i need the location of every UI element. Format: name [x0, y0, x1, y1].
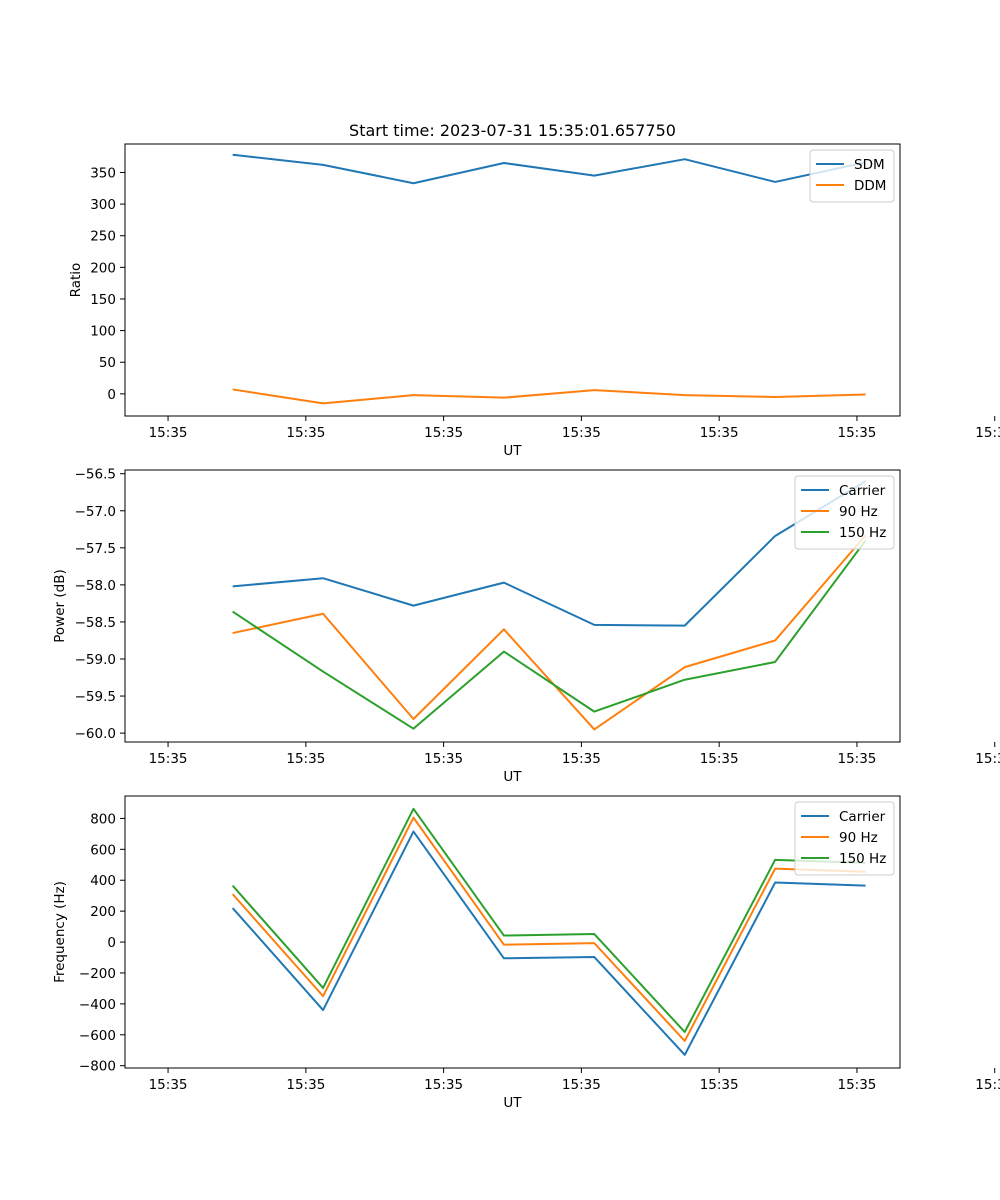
power-legend-label: Carrier — [839, 483, 886, 499]
power-x-tick-label: 15:35 — [837, 751, 876, 767]
ratio-x-tick-label: 15:35 — [286, 425, 325, 441]
ratio-chart: 15:35 15:35 15:35 15:35 15:35 15:35 15:36 0 50 10… — [68, 121, 1000, 459]
power-x-tick-label: 15:35 — [149, 751, 188, 767]
ratio-x-tick-label: 15:35 — [700, 425, 739, 441]
power-x-tick-label: 15:36 — [975, 751, 1000, 767]
ratio-y-tick-label: 300 — [90, 197, 116, 213]
ratio-x-tick-label: 15:36 — [975, 425, 1000, 441]
power-y-tick-label: −58.5 — [75, 615, 116, 631]
frequency-chart: 15:35 15:35 15:35 15:35 15:35 15:35 15:36 −800 −… — [52, 795, 1000, 1111]
frequency-x-axis-label: UT — [503, 1095, 522, 1111]
ratio-series-0-line — [232, 153, 866, 185]
power-legend-label: 90 Hz — [839, 504, 878, 520]
frequency-series-2-line — [231, 807, 866, 1033]
ratio-x-tick-label: 15:35 — [837, 425, 876, 441]
power-legend-label: 150 Hz — [839, 525, 886, 541]
frequency-series-1-line — [231, 816, 866, 1042]
power-y-tick-label: −59.5 — [75, 689, 116, 705]
frequency-series-0-line — [231, 830, 866, 1056]
power-series-1-line — [232, 534, 867, 731]
frequency-y-tick-label: 0 — [107, 935, 116, 951]
power-legend-box — [794, 475, 895, 550]
ratio-x-axis-label: UT — [503, 443, 522, 459]
frequency-x-tick-label: 15:35 — [562, 1077, 601, 1093]
ratio-x-tick-label: 15:35 — [149, 425, 188, 441]
power-series-2-line — [232, 539, 867, 730]
power-x-tick-label: 15:35 — [562, 751, 601, 767]
ratio-x-tick-label: 15:35 — [424, 425, 463, 441]
ratio-y-tick-label: 350 — [90, 165, 116, 181]
power-chart: 15:35 15:35 15:35 15:35 15:35 15:35 15:36 −60.0… — [52, 467, 1000, 785]
power-x-tick-label: 15:35 — [286, 751, 325, 767]
frequency-y-tick-label: −600 — [79, 1028, 116, 1044]
ratio-legend-label: DDM — [854, 178, 886, 194]
frequency-y-tick-label: −800 — [79, 1059, 116, 1075]
frequency-x-tick-label: 15:35 — [149, 1077, 188, 1093]
power-axes-frame — [124, 469, 901, 743]
ratio-legend-label: SDM — [854, 157, 885, 173]
power-y-tick-label: −58.0 — [75, 578, 116, 594]
frequency-legend-box — [794, 801, 895, 876]
frequency-legend-label: Carrier — [839, 809, 886, 825]
power-legend: Carrier 90 Hz 150 Hz — [794, 475, 895, 550]
power-x-tick-label: 15:35 — [700, 751, 739, 767]
frequency-y-tick-label: 800 — [90, 811, 116, 827]
ratio-chart-title: Start time: 2023-07-31 15:35:01.657750 — [349, 121, 676, 140]
frequency-x-tick-label: 15:36 — [975, 1077, 1000, 1093]
ratio-axes-frame — [124, 143, 901, 417]
frequency-y-tick-label: −400 — [79, 997, 116, 1013]
power-y-tick-label: −60.0 — [75, 726, 116, 742]
ratio-y-axis-label: Ratio — [68, 263, 84, 298]
frequency-legend-label: 150 Hz — [839, 851, 886, 867]
frequency-y-axis-label: Frequency (Hz) — [52, 881, 68, 983]
frequency-y-tick-label: 600 — [90, 842, 116, 858]
frequency-x-tick-label: 15:35 — [837, 1077, 876, 1093]
frequency-legend: Carrier 90 Hz 150 Hz — [794, 801, 895, 876]
ratio-legend: SDM DDM — [809, 149, 895, 203]
ratio-y-tick-label: 150 — [90, 292, 116, 308]
frequency-y-tick-label: 200 — [90, 904, 116, 920]
power-y-tick-label: −59.0 — [75, 652, 116, 668]
frequency-legend-label: 90 Hz — [839, 830, 878, 846]
ratio-y-tick-label: 200 — [90, 260, 116, 276]
ratio-y-tick-label: 100 — [90, 324, 116, 340]
power-y-tick-label: −57.5 — [75, 541, 116, 557]
ratio-y-tick-label: 50 — [99, 355, 116, 371]
frequency-y-tick-label: 400 — [90, 873, 116, 889]
ratio-series-1-line — [232, 388, 866, 405]
frequency-x-tick-label: 15:35 — [424, 1077, 463, 1093]
ratio-y-tick-label: 0 — [107, 387, 116, 403]
power-y-axis-label: Power (dB) — [52, 569, 68, 642]
power-x-axis-label: UT — [503, 769, 522, 785]
power-x-tick-label: 15:35 — [424, 751, 463, 767]
ratio-y-tick-label: 250 — [90, 229, 116, 245]
frequency-x-tick-label: 15:35 — [286, 1077, 325, 1093]
power-y-tick-label: −56.5 — [75, 467, 116, 483]
power-series-0-line — [232, 480, 867, 627]
ratio-x-tick-label: 15:35 — [562, 425, 601, 441]
frequency-axes-frame — [124, 795, 901, 1069]
frequency-y-tick-label: −200 — [79, 966, 116, 982]
frequency-x-tick-label: 15:35 — [700, 1077, 739, 1093]
power-y-tick-label: −57.0 — [75, 504, 116, 520]
